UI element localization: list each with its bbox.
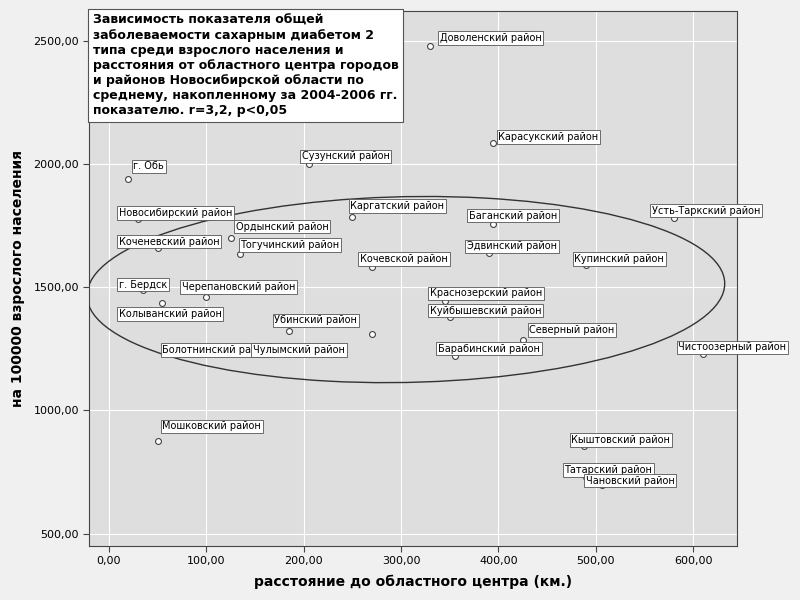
Text: Усть-Таркский район: Усть-Таркский район [652, 206, 761, 216]
Point [346, 212, 358, 221]
Text: г. Бердск: г. Бердск [118, 280, 167, 290]
Text: Краснозерский район: Краснозерский район [430, 288, 542, 298]
Text: Кочевской район: Кочевской район [360, 254, 448, 264]
Point [516, 335, 529, 345]
Point [526, 347, 539, 357]
Point [667, 213, 680, 223]
Point [132, 215, 145, 224]
Point [302, 159, 315, 169]
Point [366, 329, 378, 339]
Point [156, 298, 169, 308]
X-axis label: расстояние до областного центра (км.): расстояние до областного центра (км.) [254, 575, 572, 589]
Point [282, 326, 295, 336]
Text: Тогучинский район: Тогучинский район [240, 240, 339, 250]
Y-axis label: на 100000 взрослого населения: на 100000 взрослого населения [11, 150, 25, 407]
Text: Мошковский район: Мошковский район [162, 421, 262, 431]
Text: Баганский район: Баганский район [469, 211, 558, 221]
Point [366, 263, 378, 272]
Point [137, 285, 150, 295]
Text: г. Обь: г. Обь [134, 161, 164, 172]
Text: Эдвинский район: Эдвинский район [467, 241, 557, 251]
Text: Куйбышевский район: Куйбышевский район [430, 305, 542, 316]
Text: Зависимость показателя общей
заболеваемости сахарным диабетом 2
типа среди взрос: Зависимость показателя общей заболеваемо… [93, 14, 398, 117]
Text: Карасукский район: Карасукский район [498, 132, 598, 142]
Point [579, 260, 592, 270]
Point [195, 345, 208, 355]
Point [438, 296, 451, 305]
Text: Черепановский район: Черепановский район [182, 282, 295, 292]
Text: Колыванский район: Колыванский район [118, 309, 222, 319]
Point [151, 243, 164, 253]
Point [487, 220, 500, 229]
Text: Чулымский район: Чулымский район [253, 345, 345, 355]
Point [224, 233, 237, 242]
Point [596, 481, 609, 490]
Point [579, 472, 592, 482]
Point [122, 174, 135, 184]
Text: Чановский район: Чановский район [586, 476, 674, 485]
Text: Коченевский район: Коченевский район [118, 236, 219, 247]
Text: Доволенский район: Доволенский район [440, 33, 542, 43]
Text: Болотнинский район: Болотнинский район [162, 345, 270, 355]
Point [696, 349, 709, 358]
Text: Чистоозерный район: Чистоозерный район [678, 343, 786, 352]
Text: Убинский район: Убинский район [274, 316, 358, 325]
Point [234, 249, 246, 259]
Text: Сузунский район: Сузунский район [302, 151, 390, 161]
Point [482, 248, 495, 257]
Text: Купинский район: Купинский район [574, 254, 664, 264]
Point [424, 41, 437, 50]
Point [200, 292, 213, 302]
Text: Каргатский район: Каргатский район [350, 201, 444, 211]
Text: Кыштовский район: Кыштовский район [571, 435, 670, 445]
Point [443, 312, 456, 322]
Point [578, 441, 590, 451]
Point [151, 436, 164, 446]
Point [244, 345, 257, 355]
Text: Северный район: Северный район [530, 325, 614, 335]
Text: Татарский район: Татарский район [565, 465, 653, 475]
Text: Ордынский район: Ордынский район [235, 222, 328, 232]
Text: Новосибирский район: Новосибирский район [118, 208, 232, 218]
Point [448, 351, 461, 361]
Text: Барабинский район: Барабинский район [438, 344, 540, 353]
Point [487, 138, 500, 148]
